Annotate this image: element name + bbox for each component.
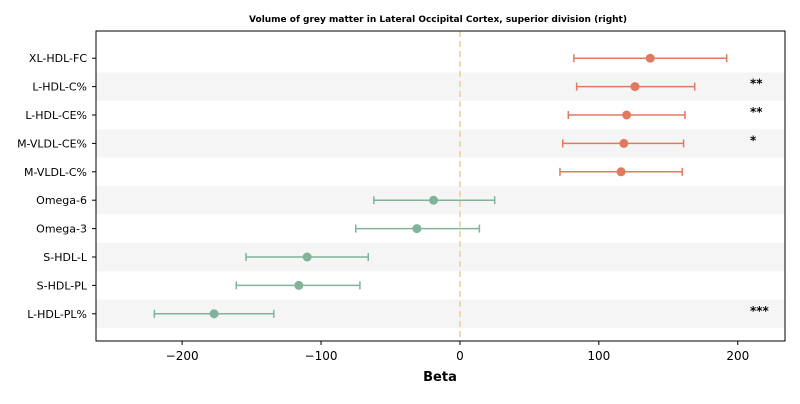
x-tick-label: 100 (587, 349, 610, 363)
estimate-row: * (561, 133, 757, 148)
point-estimate (619, 138, 629, 148)
y-tick-label: L-HDL-C% (32, 81, 87, 94)
point-estimate (616, 167, 626, 177)
chart-title: Volume of grey matter in Lateral Occipit… (249, 15, 627, 25)
estimate-row: *** (153, 304, 770, 319)
x-tick-label: 200 (726, 349, 749, 363)
significance-label: ** (750, 77, 763, 91)
y-tick-label: L-HDL-PL% (27, 308, 87, 321)
point-estimate (294, 280, 304, 290)
point-estimate (209, 309, 219, 319)
axes-frame (95, 30, 786, 342)
y-tick-label: S-HDL-PL (37, 279, 88, 292)
point-estimate (645, 53, 655, 63)
row-band (96, 242, 785, 272)
estimate-row (559, 167, 683, 177)
x-axis-label: Beta (423, 370, 457, 385)
point-estimate (429, 195, 439, 205)
estimate-row (235, 280, 361, 290)
x-tick-label: −100 (305, 349, 338, 363)
point-estimate (630, 82, 640, 92)
y-tick-label: Omega-6 (36, 194, 87, 207)
y-tick-label: Omega-3 (36, 223, 87, 236)
x-tick-label: −200 (166, 349, 199, 363)
point-estimate (412, 224, 422, 234)
y-tick-label: M-VLDL-CE% (17, 137, 87, 150)
estimate-row (355, 224, 481, 234)
estimate-row (245, 252, 370, 262)
point-estimate (302, 252, 312, 262)
point-estimate (622, 110, 632, 120)
estimate-row (373, 195, 496, 205)
data-marks: ******** (153, 53, 770, 319)
significance-label: ** (750, 105, 763, 119)
x-axis: −200 −100 0 100 200 (166, 341, 749, 363)
estimate-row: ** (567, 105, 763, 120)
y-tick-label: XL-HDL-FC (29, 52, 87, 65)
y-axis: XL-HDL-FC L-HDL-C% L-HDL-CE% M-VLDL-CE% M-VL… (17, 52, 96, 321)
estimate-row (573, 53, 728, 63)
estimate-row: ** (575, 77, 763, 92)
significance-label: *** (750, 304, 770, 318)
significance-label: * (750, 133, 757, 147)
y-tick-label: L-HDL-CE% (25, 109, 87, 122)
x-tick-label: 0 (456, 349, 464, 363)
y-tick-label: S-HDL-L (43, 251, 88, 264)
y-tick-label: M-VLDL-C% (24, 166, 87, 179)
